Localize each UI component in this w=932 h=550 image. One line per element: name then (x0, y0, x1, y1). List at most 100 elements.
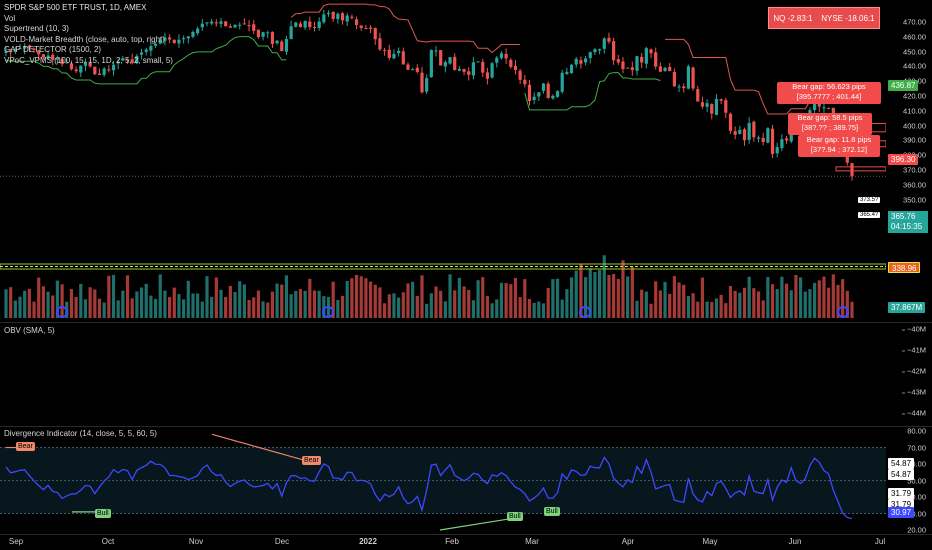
volume-bar (196, 293, 200, 318)
candle-body (710, 104, 714, 114)
time-axis-label: Apr (621, 537, 635, 546)
dividend-marker (322, 306, 334, 318)
axis-tick: 60.00 (907, 459, 926, 469)
candle-body (401, 51, 405, 65)
candle-body (672, 72, 676, 87)
candle-body (130, 59, 134, 63)
candle-body (51, 54, 55, 60)
candle-body (770, 128, 775, 155)
candle-body (719, 99, 723, 101)
time-axis-label: 2022 (359, 537, 377, 546)
candle-body (541, 83, 546, 91)
price-chart[interactable] (0, 0, 887, 322)
candle-body (752, 121, 756, 138)
candle-body (200, 23, 204, 28)
volume-bar (200, 301, 204, 318)
volume-bar (93, 289, 97, 318)
axis-tick: 350.00 (903, 195, 926, 205)
volume-bar (457, 277, 461, 318)
volume-bar (107, 275, 111, 318)
candle-body (331, 11, 335, 19)
supertrend-up-1 (5, 36, 287, 85)
volume-bar (163, 290, 167, 318)
volume-bar (845, 290, 849, 318)
candle-body (252, 24, 256, 31)
candle-body (83, 61, 88, 66)
time-axis-label: Oct (101, 537, 115, 546)
candle-body (32, 48, 36, 50)
volume-bar (69, 289, 74, 318)
volume-bar (434, 286, 438, 318)
vpoc-tag: 338.96 (888, 262, 921, 273)
candle-body (177, 39, 181, 44)
volume-bar (153, 298, 158, 318)
pane-separator-1[interactable] (0, 322, 932, 323)
main-legend-line[interactable]: SPDR S&P 500 ETF TRUST, 1D, AMEX (4, 3, 147, 12)
divergence-chart[interactable] (0, 0, 886, 550)
axis-tick: 460.00 (903, 32, 926, 42)
candle-body (397, 50, 401, 54)
volume-bar (411, 281, 415, 318)
candle-body (654, 52, 658, 67)
main-legend-line[interactable]: Vol (4, 13, 16, 23)
volume-bar (714, 298, 719, 318)
candle-body (280, 41, 284, 52)
volume-bar (135, 291, 139, 318)
candle-body (532, 96, 536, 101)
main-legend-line[interactable]: VOLD-Market Breadth (close, auto, top, r… (4, 34, 165, 44)
volume-bar (569, 277, 574, 318)
candle-body (303, 20, 307, 28)
main-legend-line[interactable]: VPoC_VPMS (100, 15, 15, 1D, 2, 5, 2, sma… (4, 55, 173, 65)
volume-bar (340, 295, 345, 318)
volume-bar (644, 291, 648, 318)
candle-body (149, 46, 153, 51)
price-pane[interactable] (0, 0, 886, 322)
candle-body (382, 50, 387, 52)
candle-body (434, 50, 438, 52)
candle-body (392, 53, 396, 59)
volume-bar (574, 270, 578, 318)
volume-bar (626, 276, 630, 318)
volume-bar (172, 287, 176, 318)
candle-body (336, 13, 340, 20)
volume-bar (813, 282, 817, 318)
volume-bar (677, 282, 681, 318)
candle-body (761, 137, 765, 143)
volume-bar (336, 300, 340, 318)
axis-tick: 50.00 (907, 476, 926, 485)
volume-bar (121, 290, 125, 318)
candle-body (569, 64, 574, 74)
candle-body (425, 78, 429, 92)
axis-tick: 80.00 (907, 426, 926, 436)
volume-bar (672, 276, 676, 318)
gap-box-2-line2: [38?.?? ; 389.75] (801, 123, 859, 132)
candle-body (714, 98, 719, 115)
volume-bar (532, 302, 536, 318)
candle-body (4, 51, 8, 53)
supertrend-up-2 (524, 72, 661, 111)
volume-bar (97, 298, 102, 318)
main-legend-line[interactable]: Supertrend (10, 3) (4, 24, 69, 33)
volume-bar (387, 294, 391, 318)
volume-bar (841, 279, 845, 318)
dividend-marker (579, 306, 591, 318)
candle-body (527, 84, 532, 102)
axis-tick: 450.00 (903, 47, 926, 57)
candle-body (738, 129, 742, 134)
pane-separator-2[interactable] (0, 426, 932, 427)
volume-bar (364, 278, 368, 318)
obv-pane[interactable] (0, 323, 886, 426)
candle-body (116, 61, 120, 64)
main-legend-line[interactable]: GAP DETECTOR (1500, 2) (4, 45, 102, 54)
volume-bar (210, 296, 214, 318)
candle-body (513, 65, 518, 70)
candle-body (266, 32, 270, 34)
gap-box-1-line1: Bear gap: 56.623 pips (792, 82, 866, 91)
obv-axis[interactable]: −40M −41M −42M −43M −44M (886, 323, 932, 426)
candle-body (228, 26, 232, 28)
axis-tick: 360.00 (903, 180, 926, 190)
volume-bar (607, 274, 611, 318)
candle-body (37, 50, 41, 55)
time-axis-label: Dec (274, 537, 290, 546)
candle-body (13, 49, 17, 52)
